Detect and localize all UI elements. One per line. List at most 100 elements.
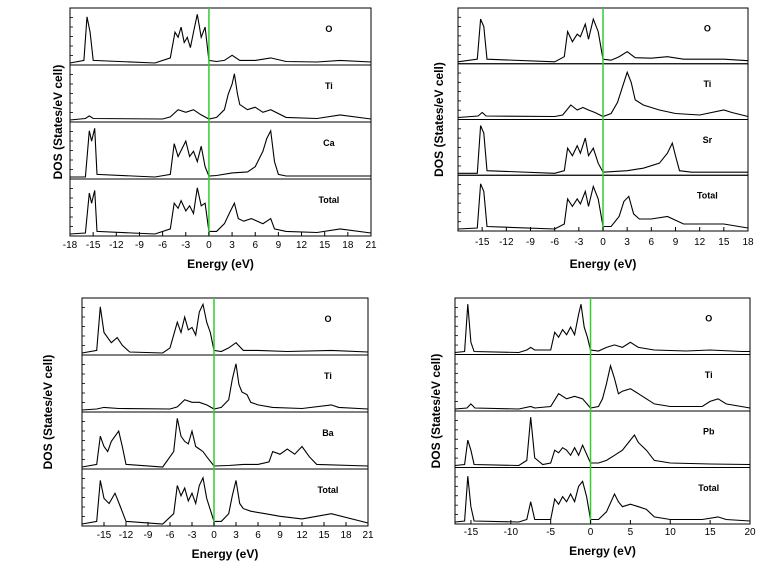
x-tick-label: 15 bbox=[705, 527, 717, 538]
x-tick-label: -15 bbox=[97, 530, 112, 541]
panel-label: Ti bbox=[705, 370, 713, 380]
dos-curve-total bbox=[69, 187, 372, 235]
x-axis-title: Energy (eV) bbox=[192, 547, 259, 561]
dos-panel-ca: Ca bbox=[69, 121, 372, 180]
x-tick-label: -12 bbox=[109, 240, 124, 251]
dos-curve-total bbox=[454, 476, 751, 523]
dos-chart-2: O Ti Sr Total -15 -12 -9 -6 -3 0 3 6 9 12 15 18 Energy (… bbox=[432, 7, 754, 271]
panel-label: Total bbox=[318, 485, 339, 495]
x-tick-label: 15 bbox=[318, 530, 330, 541]
dos-chart-1: O Ti Ca Total -18 -15 -12 -9 -6 -3 0 3 6 9 12 15 18 21 Ene… bbox=[51, 7, 377, 271]
dos-curve-pb bbox=[454, 417, 751, 467]
x-tick-label: 12 bbox=[694, 237, 706, 248]
dos-panel-ti: Ti bbox=[69, 64, 372, 123]
panel-label: O bbox=[705, 314, 712, 324]
dos-curve-o bbox=[454, 304, 750, 354]
dos-panel-o: O bbox=[454, 297, 751, 355]
x-tick-label: 15 bbox=[319, 240, 331, 251]
panel-frame bbox=[69, 121, 372, 180]
x-tick-label: -9 bbox=[144, 530, 153, 541]
x-tick-label: 18 bbox=[742, 237, 754, 248]
dos-panel-ba: Ba bbox=[81, 411, 369, 470]
x-tick-label: -15 bbox=[475, 237, 490, 248]
dos-panel-ti: Ti bbox=[454, 354, 751, 412]
dos-curve-o bbox=[69, 14, 372, 64]
x-tick-label: 21 bbox=[365, 240, 377, 251]
dos-curve-ba bbox=[81, 418, 369, 468]
x-tick-label: -9 bbox=[135, 240, 144, 251]
x-tick-label: 18 bbox=[342, 240, 354, 251]
x-tick-label: 6 bbox=[255, 530, 261, 541]
panel-frame bbox=[454, 410, 751, 468]
y-axis-title: DOS (States/eV cell) bbox=[51, 65, 65, 180]
panel-label: Ca bbox=[323, 138, 335, 148]
dos-panel-o: O bbox=[69, 7, 372, 66]
panel-frame bbox=[454, 297, 751, 355]
dos-curve-sr bbox=[458, 125, 748, 174]
x-tick-label: 0 bbox=[211, 530, 217, 541]
x-axis-title: Energy (eV) bbox=[569, 544, 636, 558]
panel-label: Ti bbox=[324, 371, 332, 381]
dos-panel-total: Total bbox=[454, 467, 751, 525]
panel-label: Total bbox=[698, 483, 719, 493]
panel-label: Ti bbox=[703, 79, 711, 89]
x-tick-label: -3 bbox=[574, 237, 583, 248]
x-tick-label: 18 bbox=[340, 530, 352, 541]
x-tick-label: 3 bbox=[233, 530, 239, 541]
y-axis-title: DOS (States/eV cell) bbox=[41, 355, 55, 470]
dos-panel-o: O bbox=[81, 297, 369, 356]
dos-panel-total: Total bbox=[69, 178, 372, 237]
panel-frame bbox=[69, 7, 372, 66]
x-tick-label: 15 bbox=[718, 237, 730, 248]
x-tick-label: 12 bbox=[296, 240, 308, 251]
dos-curve-ti bbox=[69, 73, 372, 121]
x-tick-label: -9 bbox=[526, 237, 535, 248]
x-tick-label: -12 bbox=[499, 237, 514, 248]
x-tick-label: 0 bbox=[206, 240, 212, 251]
y-axis-title: DOS (States/eV cell) bbox=[432, 62, 446, 177]
x-tick-label: 9 bbox=[673, 237, 679, 248]
x-axis-title: Energy (eV) bbox=[187, 257, 254, 271]
x-tick-label: -12 bbox=[119, 530, 134, 541]
x-tick-label: -10 bbox=[504, 527, 519, 538]
panel-label: Sr bbox=[703, 135, 713, 145]
dos-curve-ca bbox=[70, 128, 371, 178]
dos-curve-ti bbox=[457, 70, 749, 119]
dos-chart-4: O Ti Pb Total -15 -10 -5 0 5 10 15 20 Energy (eV) DOS… bbox=[429, 297, 756, 558]
x-tick-label: -5 bbox=[546, 527, 555, 538]
x-tick-label: 3 bbox=[624, 237, 630, 248]
panel-label: Total bbox=[318, 195, 339, 205]
panel-label: O bbox=[324, 314, 331, 324]
dos-curve-ti bbox=[81, 363, 369, 411]
x-tick-label: 9 bbox=[277, 530, 283, 541]
x-tick-label: 9 bbox=[276, 240, 282, 251]
x-tick-label: -15 bbox=[86, 240, 101, 251]
dos-curve-ti bbox=[454, 363, 751, 410]
panel-label: Ti bbox=[325, 81, 333, 91]
panel-label: Total bbox=[697, 191, 718, 201]
panel-label: Pb bbox=[703, 427, 715, 437]
dos-curve-o bbox=[457, 17, 749, 63]
dos-curve-total bbox=[457, 183, 749, 230]
panel-label: O bbox=[325, 24, 332, 34]
x-tick-label: -6 bbox=[158, 240, 167, 251]
panel-label: Ba bbox=[322, 428, 334, 438]
x-tick-label: 21 bbox=[362, 530, 374, 541]
x-tick-label: -18 bbox=[63, 240, 78, 251]
x-tick-label: 0 bbox=[588, 527, 594, 538]
dos-chart-3: O Ti Ba Total -15 -12 -9 -6 -3 0 3 6 9 12 15 18 21 Energy… bbox=[41, 297, 374, 561]
panel-frame bbox=[454, 354, 751, 412]
x-tick-label: -6 bbox=[550, 237, 559, 248]
x-tick-label: 10 bbox=[665, 527, 677, 538]
panel-label: O bbox=[704, 23, 711, 33]
x-tick-label: 6 bbox=[252, 240, 258, 251]
dos-panel-pb: Pb bbox=[454, 410, 751, 468]
x-axis-title: Energy (eV) bbox=[570, 257, 637, 271]
x-tick-label: -6 bbox=[166, 530, 175, 541]
dos-curve-total bbox=[81, 476, 369, 525]
dos-panel-total: Total bbox=[81, 468, 369, 527]
y-axis-title: DOS (States/eV cell) bbox=[429, 354, 443, 469]
x-tick-label: -15 bbox=[464, 527, 479, 538]
x-tick-label: 0 bbox=[600, 237, 606, 248]
